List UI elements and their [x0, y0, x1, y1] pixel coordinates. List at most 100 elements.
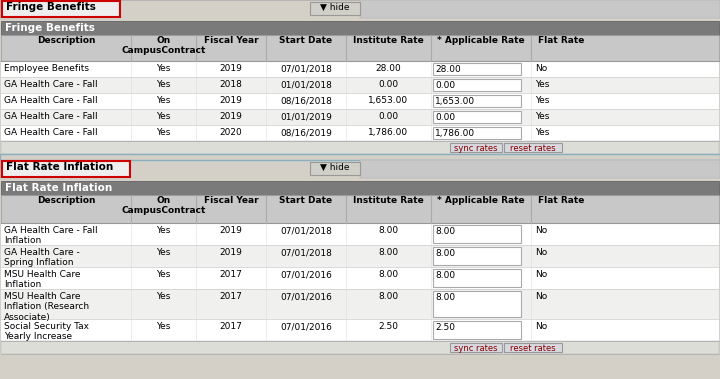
Bar — [1, 125, 719, 141]
Text: 0.00: 0.00 — [435, 81, 455, 90]
Text: Yes: Yes — [156, 270, 171, 279]
Bar — [0, 0, 720, 18]
Text: sync rates: sync rates — [454, 144, 498, 153]
Text: 07/01/2016: 07/01/2016 — [280, 322, 332, 331]
Text: reset rates: reset rates — [510, 144, 556, 153]
Text: 1,653.00: 1,653.00 — [435, 97, 475, 106]
Bar — [0, 18, 720, 21]
Text: GA Health Care - Fall: GA Health Care - Fall — [4, 112, 98, 121]
Text: Yes: Yes — [156, 128, 171, 137]
Text: GA Health Care - Fall: GA Health Care - Fall — [4, 128, 98, 137]
Bar — [1, 109, 719, 125]
Bar — [1, 77, 719, 93]
Text: 28.00: 28.00 — [435, 65, 461, 74]
Text: 07/01/2016: 07/01/2016 — [280, 292, 332, 301]
Text: sync rates: sync rates — [454, 344, 498, 353]
Text: GA Health Care - Fall: GA Health Care - Fall — [4, 96, 98, 105]
Text: 2019: 2019 — [220, 112, 243, 121]
Text: 2019: 2019 — [220, 64, 243, 73]
Bar — [0, 178, 720, 181]
Text: Institute Rate: Institute Rate — [353, 36, 424, 45]
Bar — [433, 95, 521, 107]
Text: Yes: Yes — [156, 322, 171, 331]
Text: ▼ hide: ▼ hide — [320, 163, 350, 172]
Text: 2019: 2019 — [220, 96, 243, 105]
Text: 1,786.00: 1,786.00 — [435, 129, 475, 138]
Text: On
CampusContract: On CampusContract — [121, 196, 206, 215]
Bar — [433, 111, 521, 123]
Text: GA Health Care - Fall: GA Health Care - Fall — [4, 80, 98, 89]
Text: Flat Rate Inflation: Flat Rate Inflation — [5, 183, 112, 193]
Text: Yes: Yes — [156, 248, 171, 257]
Bar — [1, 245, 719, 267]
Text: Yes: Yes — [156, 112, 171, 121]
Text: Fringe Benefits: Fringe Benefits — [5, 23, 95, 33]
Bar — [450, 143, 502, 152]
Text: No: No — [535, 292, 547, 301]
Text: GA Health Care -
Spring Inflation: GA Health Care - Spring Inflation — [4, 248, 80, 268]
Text: Yes: Yes — [156, 292, 171, 301]
Text: 01/01/2018: 01/01/2018 — [280, 80, 332, 89]
Text: Yes: Yes — [156, 226, 171, 235]
Bar — [433, 79, 521, 91]
Text: 8.00: 8.00 — [435, 293, 455, 302]
Bar — [360, 160, 720, 178]
Text: 0.00: 0.00 — [435, 113, 455, 122]
Bar — [1, 319, 719, 341]
Text: Employee Benefits: Employee Benefits — [4, 64, 89, 73]
Text: No: No — [535, 248, 547, 257]
Text: No: No — [535, 64, 547, 73]
Text: Yes: Yes — [156, 64, 171, 73]
Text: 08/16/2019: 08/16/2019 — [280, 128, 332, 137]
Bar — [433, 321, 521, 339]
Bar — [433, 127, 521, 139]
Text: Fiscal Year: Fiscal Year — [204, 36, 258, 45]
Text: 2017: 2017 — [220, 292, 243, 301]
Text: 8.00: 8.00 — [379, 292, 399, 301]
Text: 28.00: 28.00 — [376, 64, 401, 73]
Text: 2017: 2017 — [220, 322, 243, 331]
Text: 8.00: 8.00 — [379, 248, 399, 257]
Text: 07/01/2018: 07/01/2018 — [280, 248, 332, 257]
Bar — [433, 63, 521, 75]
Bar — [1, 181, 719, 195]
Text: No: No — [535, 270, 547, 279]
Text: 2020: 2020 — [220, 128, 243, 137]
Text: 0.00: 0.00 — [379, 80, 399, 89]
Bar — [1, 341, 719, 354]
Text: * Applicable Rate: * Applicable Rate — [437, 36, 525, 45]
Text: 2019: 2019 — [220, 248, 243, 257]
Bar — [2, 161, 130, 177]
Text: 2.50: 2.50 — [435, 323, 455, 332]
Bar — [450, 343, 502, 352]
Bar — [1, 35, 719, 61]
Text: 1,786.00: 1,786.00 — [369, 128, 408, 137]
Text: Yes: Yes — [156, 80, 171, 89]
Text: ▼ hide: ▼ hide — [320, 3, 350, 12]
Bar — [1, 93, 719, 109]
Text: 07/01/2018: 07/01/2018 — [280, 64, 332, 73]
Text: 2019: 2019 — [220, 226, 243, 235]
Bar — [1, 141, 719, 154]
Text: 08/16/2018: 08/16/2018 — [280, 96, 332, 105]
Text: No: No — [535, 226, 547, 235]
Text: Yes: Yes — [535, 96, 549, 105]
Bar — [0, 160, 720, 178]
Text: On
CampusContract: On CampusContract — [121, 36, 206, 55]
Text: Flat Rate: Flat Rate — [538, 36, 584, 45]
Text: 8.00: 8.00 — [379, 226, 399, 235]
Bar — [360, 0, 720, 18]
Bar — [1, 195, 719, 223]
Text: Yes: Yes — [535, 128, 549, 137]
Text: 07/01/2018: 07/01/2018 — [280, 226, 332, 235]
Bar — [2, 1, 120, 17]
Bar — [433, 247, 521, 265]
Text: MSU Health Care
Inflation (Research
Associate): MSU Health Care Inflation (Research Asso… — [4, 292, 89, 322]
Text: Fiscal Year: Fiscal Year — [204, 196, 258, 205]
Text: 2018: 2018 — [220, 80, 243, 89]
Bar — [0, 154, 720, 160]
Bar — [1, 21, 719, 35]
Text: 8.00: 8.00 — [379, 270, 399, 279]
Text: Yes: Yes — [535, 112, 549, 121]
Text: Institute Rate: Institute Rate — [353, 196, 424, 205]
